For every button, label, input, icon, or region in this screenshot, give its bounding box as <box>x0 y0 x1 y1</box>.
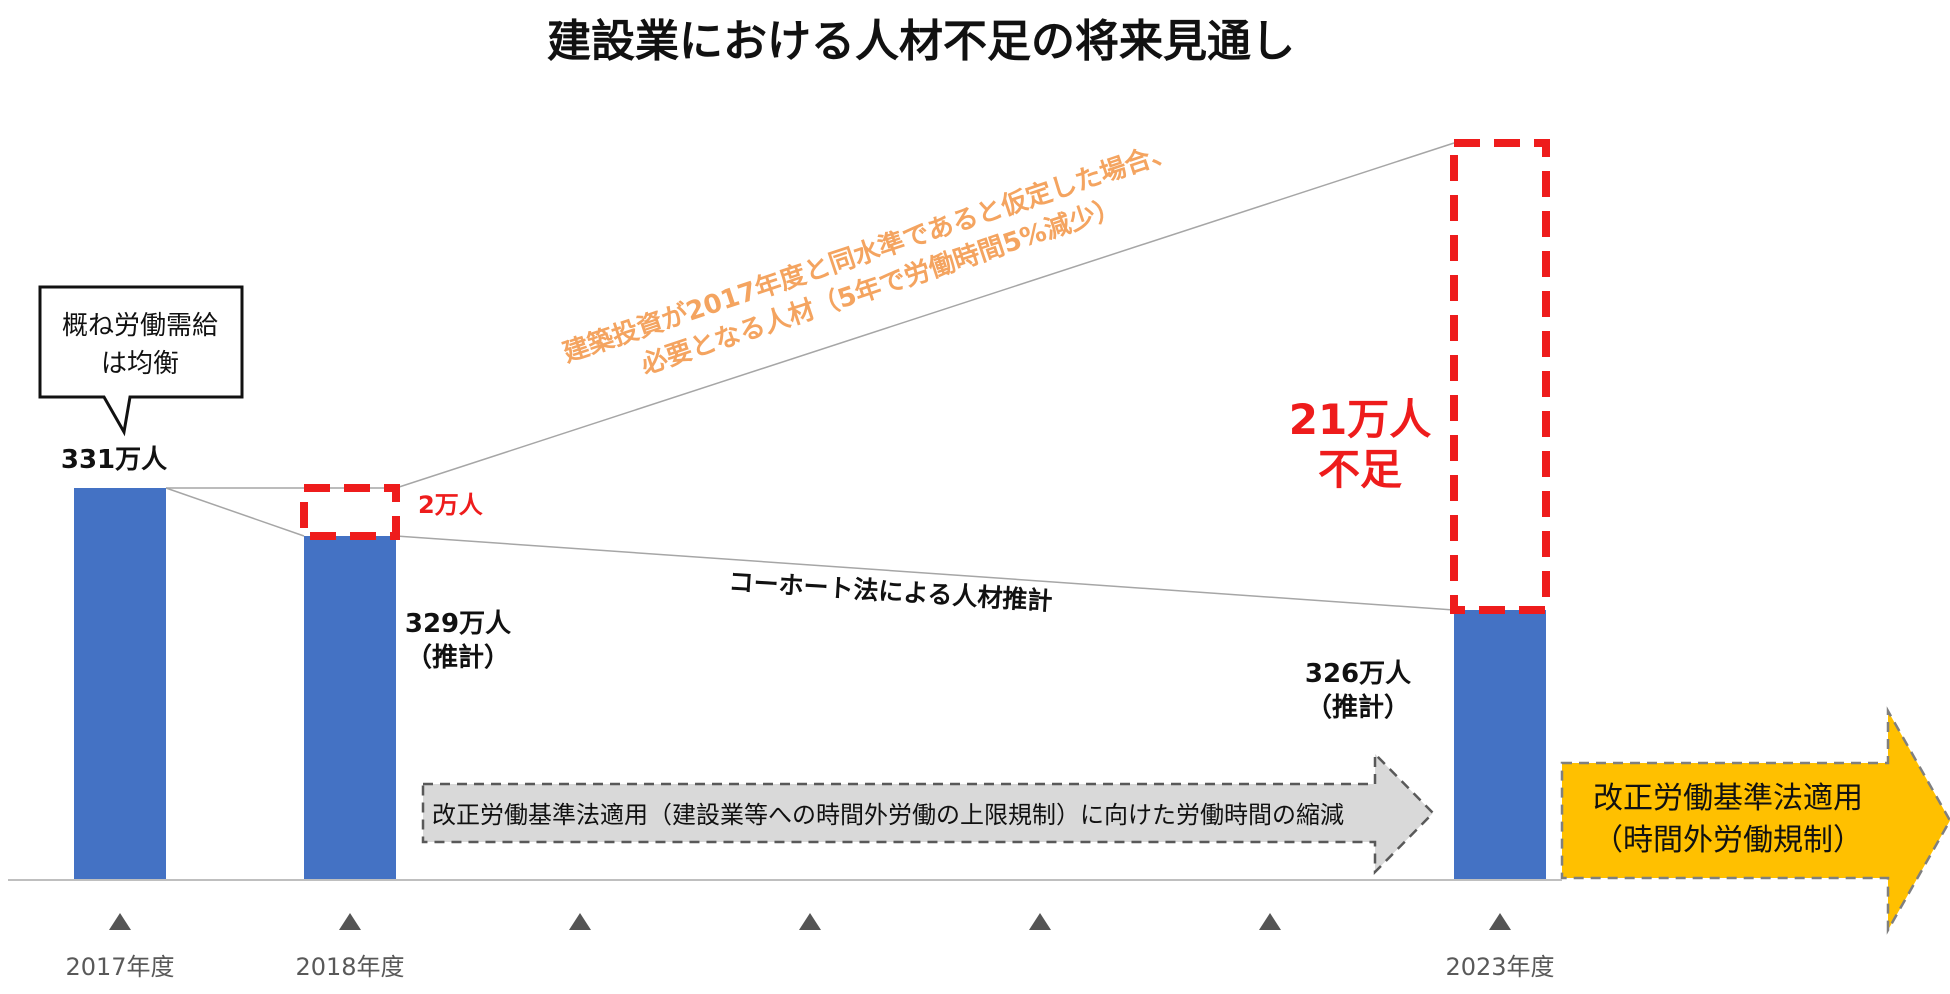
value-labels: 2万人 21万人不足 331万人 329万人（推計） 326万人（推計） 建築投資が201… <box>61 135 1431 723</box>
x-tick-6 <box>1489 913 1511 930</box>
x-tick-3 <box>799 913 821 930</box>
x-tick-label-2017年度: 2017年度 <box>65 953 174 981</box>
gold-arrow-label: 改正労働基準法適用（時間外労働規制） <box>1593 781 1863 858</box>
x-axis: 2017年度 2018年度 2023年度 <box>8 879 1562 981</box>
annotation-cohort-line: コーホート法による人材推計 <box>728 567 1053 616</box>
x-tick-1 <box>339 913 361 930</box>
policy-arrows: 改正労働基準法適用（建設業等への時間外労働の上限規制）に向けた労働時間の縮減 改正… <box>421 706 1950 935</box>
callout: 概ね労働需給は均衡 <box>38 285 244 437</box>
guide-required-line <box>395 142 1455 489</box>
x-tick-5 <box>1259 913 1281 930</box>
bars <box>74 488 1546 880</box>
bar-2023年度 <box>1454 610 1546 880</box>
x-tick-label-2023年度: 2023年度 <box>1445 953 1554 981</box>
gap-label-2018: 2万人 <box>418 491 483 519</box>
x-tick-4 <box>1029 913 1051 930</box>
value-label-2017: 331万人 <box>61 445 167 475</box>
bar-2017年度 <box>74 488 166 880</box>
callout-text: 概ね労働需給は均衡 <box>62 311 218 379</box>
gap-box-2023 <box>1450 139 1550 614</box>
annotation-required-line: 建築投資が2017年度と同水準であると仮定した場合、必要となる人材（5年で労働時… <box>559 135 1191 403</box>
x-tick-label-2018年度: 2018年度 <box>295 953 404 981</box>
x-tick-0 <box>109 913 131 930</box>
guide-cohort-line <box>395 535 1455 611</box>
gap-label-2023: 21万人不足 <box>1289 395 1431 494</box>
value-label-2018: 329万人（推計） <box>405 609 511 673</box>
gap-box-2018 <box>300 484 400 540</box>
shortage-boxes <box>300 139 1550 614</box>
value-label-2023: 326万人（推計） <box>1305 659 1411 723</box>
chart-title: 建設業における人材不足の将来見通し <box>547 16 1295 67</box>
bar-2018年度 <box>304 536 396 880</box>
callout-bubble <box>38 285 244 437</box>
gray-arrow <box>421 750 1435 876</box>
gray-arrow-label: 改正労働基準法適用（建設業等への時間外労働の上限規制）に向けた労働時間の縮減 <box>432 801 1344 829</box>
gold-arrow <box>1560 706 1950 935</box>
guide-2017-2018 <box>165 487 305 537</box>
x-tick-2 <box>569 913 591 930</box>
